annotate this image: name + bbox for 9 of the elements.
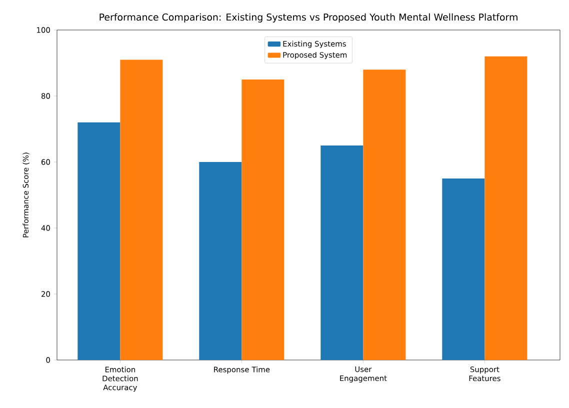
bar [199, 162, 242, 360]
bar [442, 178, 485, 360]
bar [242, 79, 284, 360]
bar [363, 70, 406, 360]
bar [320, 146, 364, 360]
bar [78, 122, 120, 360]
bar [120, 60, 163, 360]
chart-title: Performance Comparison: Existing Systems vs Proposed Youth Mental Wellness Platform [100, 13, 518, 22]
bar [484, 56, 528, 360]
